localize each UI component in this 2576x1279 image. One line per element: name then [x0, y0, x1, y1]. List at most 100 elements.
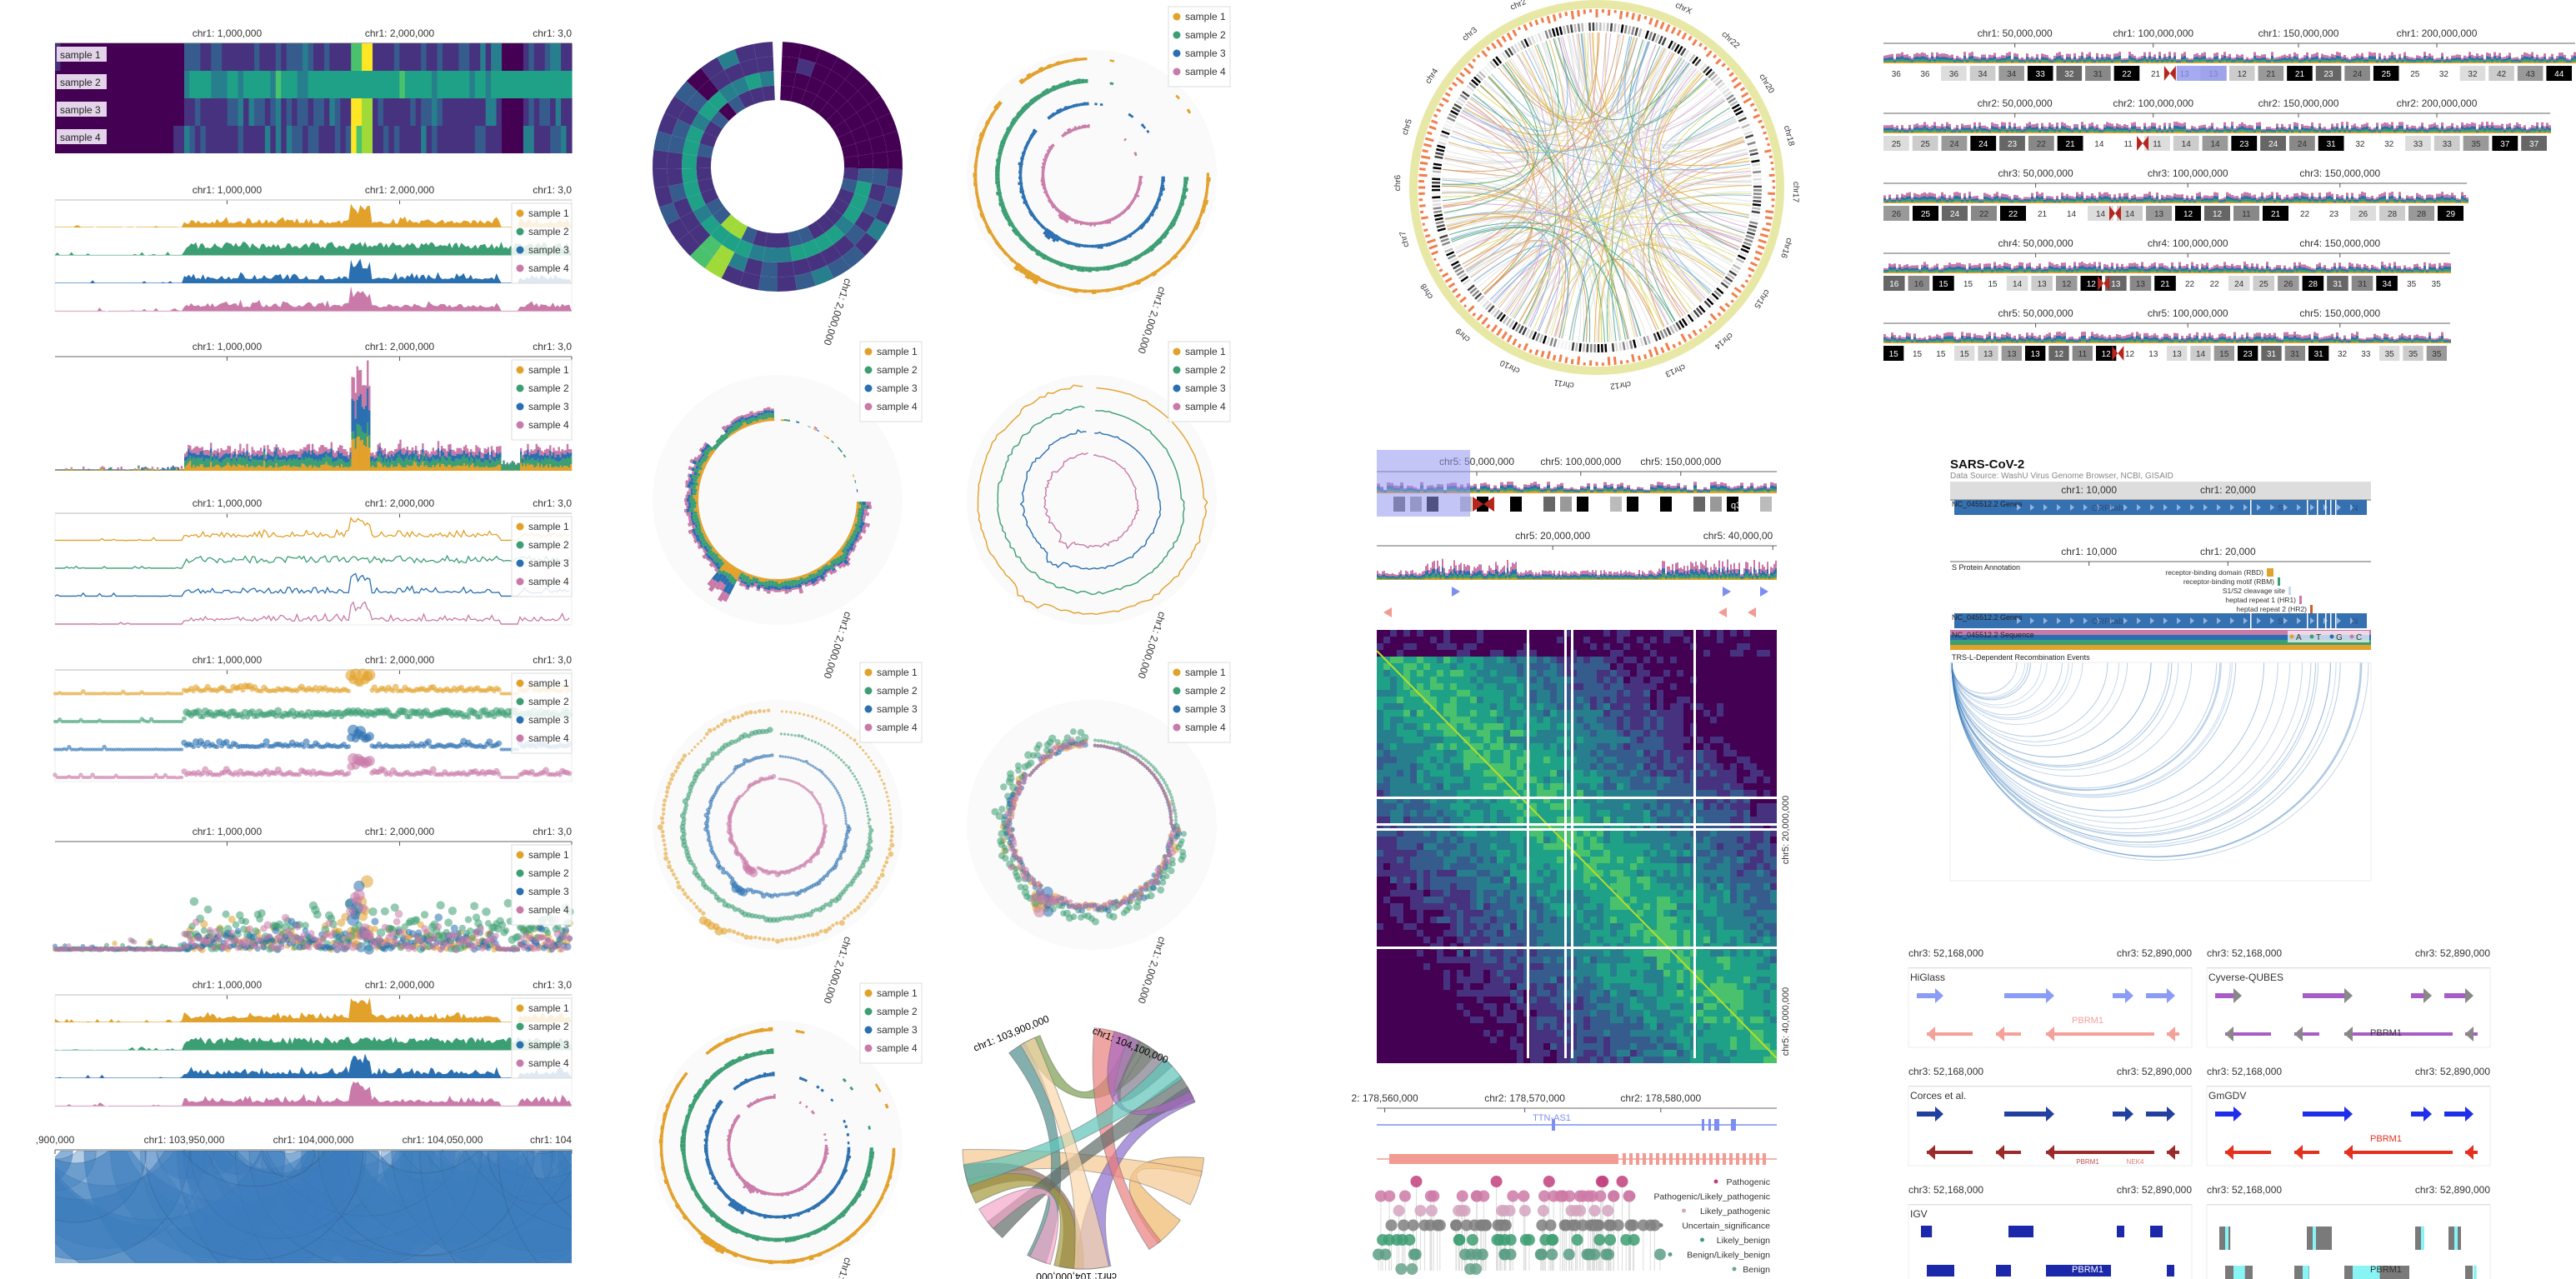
legend-label: sample 4 — [528, 576, 569, 587]
band-label: 11 — [2123, 140, 2133, 149]
axis-tick-label: chr1: 2,000,000 — [365, 341, 435, 352]
legend-dot-icon — [516, 366, 524, 374]
circos-plot: chr1chrYchrXchr22chr20chr18chr17chr16chr… — [1393, 0, 1800, 391]
clinvar-lollipop: 2: 178,560,000 chr2: 178,570,000 chr2: 178… — [1352, 1092, 1777, 1275]
band-label: 36 — [1949, 70, 1959, 79]
band-label: 25 — [2259, 280, 2269, 289]
band-label: 25 — [2410, 70, 2420, 79]
clinvar-legend-label: Benign/Likely_benign — [1687, 1251, 1770, 1261]
area-rows-track: chr1: 1,000,000 chr1: 2,000,000 chr1: 3,0 s… — [54, 979, 573, 1107]
axis-tick-label: chr5: 100,000,000 — [1540, 456, 1621, 467]
legend-label: sample 3 — [1185, 47, 1226, 59]
chord-diagram: chr1: 103,900,000 chr1: 104,100,000chr1: … — [962, 1012, 1205, 1279]
circos-chrom-label: chr3 — [1461, 26, 1479, 43]
legend-dot-icon — [1732, 1267, 1737, 1272]
band-label: 22 — [2185, 280, 2195, 289]
band-label: 16 — [1914, 280, 1924, 289]
band-label: 23 — [2243, 350, 2253, 359]
legend-label: sample 3 — [528, 401, 569, 412]
legend-label: sample 1 — [528, 849, 569, 861]
legend-label: sample 1 — [877, 667, 918, 678]
gene-label: TTN-AS1 — [1533, 1113, 1571, 1123]
gene-plus-icon — [1723, 587, 1731, 597]
band-label: 14 — [2094, 140, 2104, 149]
circular-axis-label: chr1: 2,000,000 — [822, 935, 854, 1005]
range-start-label: chr3: 52,168,000 — [2207, 1184, 2282, 1196]
legend-label: sample 1 — [528, 207, 569, 219]
circos-chrom-label: chrX — [1673, 1, 1693, 17]
annotation-label: S1/S2 cleavage site — [2223, 587, 2285, 595]
ideogram-chr3: chr3: 50,000,000 chr3: 100,000,000 chr3: 1… — [1883, 167, 2468, 221]
legend: sample 1 sample 2 sample 3 sample 4 — [1168, 341, 1231, 422]
circular-axis-label: chr1: 2,000,000 — [1136, 285, 1168, 355]
circos-chrom-label: chr12 — [1609, 379, 1632, 391]
legend-dot-icon — [1173, 31, 1181, 39]
axis-tick-label: chr1: 3,0 — [533, 826, 572, 837]
band-label: 14 — [2196, 350, 2206, 359]
band-label: 22 — [2300, 210, 2310, 219]
range-end-label: chr3: 52,890,000 — [2117, 1066, 2192, 1077]
axis-tick-label: chr1: 100,000,000 — [2113, 27, 2193, 39]
circular-point-track: chr1: 2,000,000 sample 1 sample 2 sample 3 s… — [653, 662, 923, 1005]
axis-tick-label: chr1: 2,000,000 — [365, 654, 435, 666]
circos-chrom-label: chr16 — [1778, 237, 1793, 260]
axis-tick-label: chr5: 50,000,000 — [1998, 307, 2073, 319]
band-label: 22 — [2037, 140, 2047, 149]
gene-label: PBRM1 — [2370, 1265, 2402, 1275]
legend-label: sample 2 — [877, 685, 918, 697]
legend-dot-icon — [1173, 366, 1181, 374]
annotation-label: heptad repeat 2 (HR2) — [2236, 605, 2307, 613]
centromere-icon — [2098, 276, 2110, 291]
band-label: 26 — [2358, 210, 2368, 219]
axis-tick-label: chr1: 3,0 — [533, 979, 572, 991]
legend-dot-icon — [1173, 67, 1181, 76]
legend-label: sample 3 — [877, 703, 918, 715]
legend-dot-icon — [516, 734, 524, 742]
axis-tick-label: chr5: 20,000,000 — [1515, 530, 1590, 542]
band-label: 35 — [2432, 350, 2442, 359]
gene-label: N — [2352, 617, 2358, 627]
legend: sample 1 sample 2 sample 3 sample 4 — [511, 844, 573, 926]
band-label: 13 — [2136, 280, 2146, 289]
band-label: 28 — [2308, 280, 2318, 289]
range-end-label: chr3: 52,890,000 — [2117, 947, 2192, 959]
band-label: 13 — [2031, 350, 2041, 359]
band-label: 37 — [2529, 140, 2539, 149]
gene-panel-gmgdv: chr3: 52,168,000 chr3: 52,890,000 GmGDV PBR… — [2206, 1066, 2491, 1167]
legend-dot-icon — [516, 541, 524, 549]
legend-label: sample 2 — [528, 226, 569, 237]
band-label: 33 — [2361, 350, 2371, 359]
legend-dot-icon — [516, 851, 524, 859]
gene-label: NEK4 — [2127, 1158, 2144, 1166]
legend-dot-icon — [1173, 384, 1181, 392]
band-label: 13 — [2038, 280, 2048, 289]
circular-axis-label: chr1: 2,000,000 — [822, 277, 854, 347]
band-label: 15 — [1988, 280, 1998, 289]
axis-tick-label: chr1: 20,000 — [2200, 484, 2256, 496]
hic-y-tick-label: chr5: 20,000,000 — [1781, 796, 1791, 865]
legend-label: sample 4 — [877, 722, 918, 733]
band-label: 33 — [2413, 140, 2423, 149]
line-rows-track: chr1: 1,000,000 chr1: 2,000,000 chr1: 3,0 s… — [54, 497, 573, 626]
axis-tick-label: chr1: 3,0 — [533, 27, 572, 39]
legend-label: sample 2 — [877, 1006, 918, 1017]
legend-dot-icon — [1173, 705, 1181, 713]
axis-tick-label: chr4: 100,000,000 — [2148, 237, 2228, 249]
band-label: 31 — [2290, 350, 2300, 359]
band-label: 24 — [1949, 140, 1959, 149]
legend-dot-icon — [516, 887, 524, 896]
range-end-label: chr3: 52,890,000 — [2415, 1066, 2490, 1077]
axis-tick-label: chr1: 20,000 — [2200, 546, 2256, 557]
band-label: 33 — [2036, 70, 2046, 79]
legend-dot-icon — [516, 559, 524, 567]
axis-tick-label: chr1: 50,000,000 — [1978, 27, 2053, 39]
band-label: 15 — [1889, 350, 1899, 359]
gene-label: PBRM1 — [2076, 1158, 2099, 1166]
legend-label: sample 2 — [1185, 29, 1226, 41]
gene-panel-higlass: chr3: 52,168,000 chr3: 52,890,000 HiGlass P… — [1908, 947, 2193, 1048]
band-label: 11 — [2242, 210, 2251, 219]
circos-chrom-label: chr15 — [1752, 287, 1771, 310]
legend-dot-icon — [864, 366, 873, 374]
brush-selection[interactable] — [1377, 450, 1470, 517]
